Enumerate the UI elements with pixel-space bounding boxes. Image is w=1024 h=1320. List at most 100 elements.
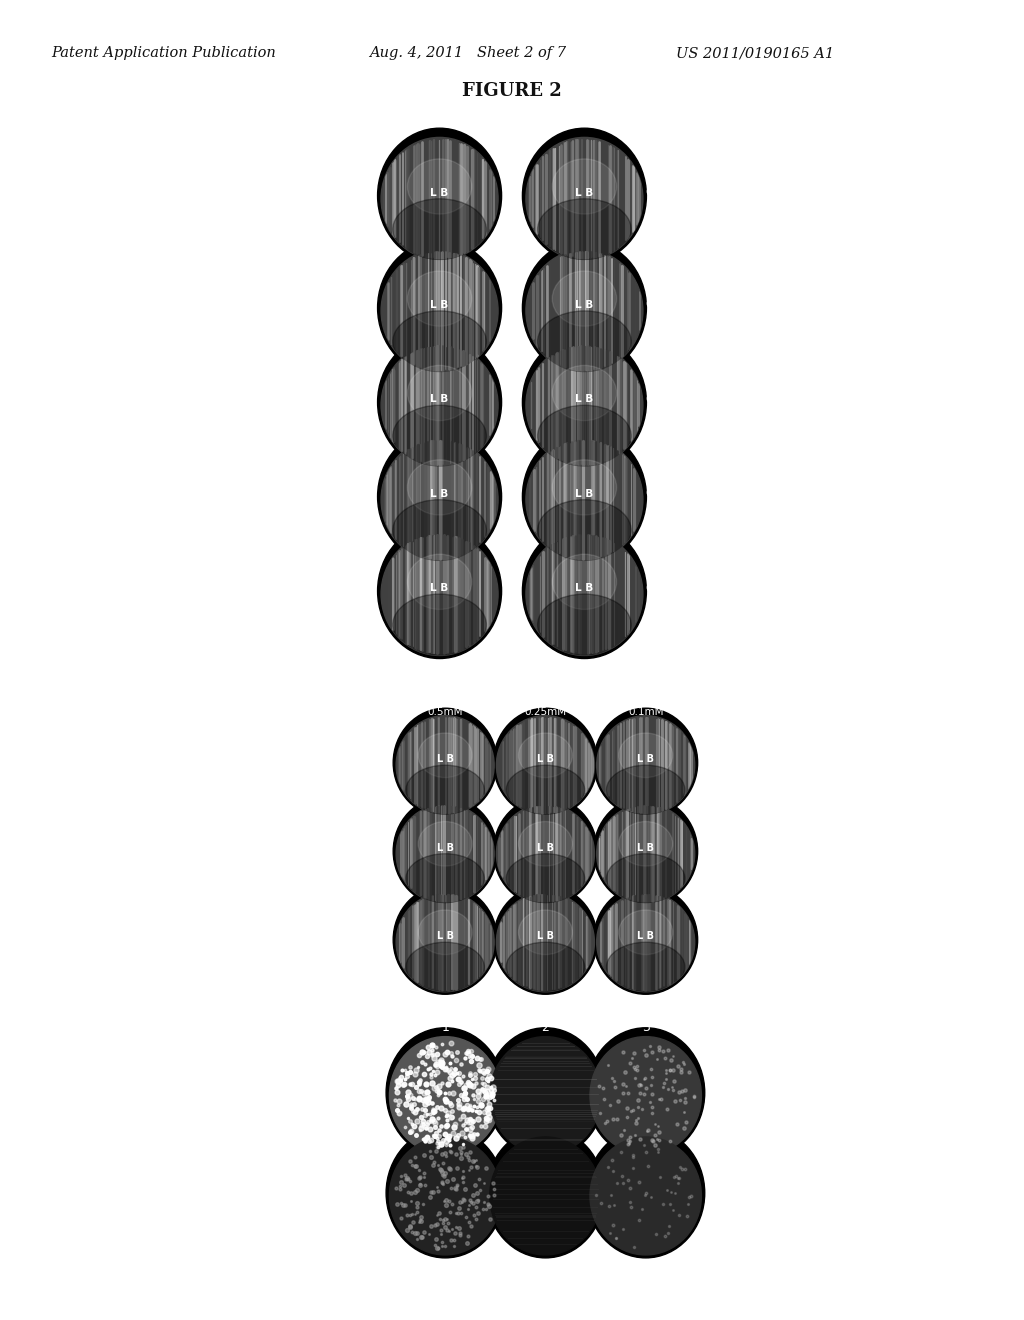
- Point: [434, 1172, 451, 1193]
- Text: L B: L B: [575, 395, 594, 404]
- Point: [458, 1118, 474, 1139]
- Point: [393, 1071, 410, 1092]
- Point: [421, 1224, 437, 1245]
- Point: [465, 1151, 481, 1172]
- Point: [458, 1118, 474, 1139]
- Text: C: C: [359, 841, 368, 854]
- Point: [454, 1122, 470, 1143]
- Ellipse shape: [418, 821, 472, 866]
- Point: [617, 1074, 634, 1096]
- Ellipse shape: [522, 524, 646, 659]
- Point: [642, 1092, 658, 1113]
- Point: [444, 1168, 461, 1189]
- Point: [404, 1212, 421, 1233]
- Ellipse shape: [489, 1036, 601, 1155]
- Point: [606, 1195, 623, 1216]
- Ellipse shape: [393, 594, 486, 656]
- Point: [438, 1127, 455, 1148]
- Point: [442, 1052, 459, 1073]
- Point: [388, 1193, 404, 1214]
- Point: [651, 1122, 668, 1143]
- Point: [398, 1168, 415, 1189]
- Ellipse shape: [597, 892, 694, 991]
- Point: [404, 1073, 421, 1094]
- Point: [409, 1110, 425, 1131]
- Point: [411, 1071, 427, 1092]
- Point: [456, 1097, 472, 1118]
- Point: [453, 1143, 469, 1164]
- Point: [423, 1067, 439, 1088]
- Point: [634, 1199, 650, 1220]
- Point: [438, 1115, 455, 1137]
- Point: [408, 1076, 424, 1097]
- Point: [426, 1110, 442, 1131]
- Point: [461, 1047, 477, 1068]
- Point: [484, 1172, 501, 1193]
- Ellipse shape: [497, 715, 595, 814]
- Point: [632, 1172, 648, 1193]
- Ellipse shape: [506, 766, 585, 814]
- Point: [414, 1041, 430, 1063]
- Point: [479, 1059, 496, 1080]
- Point: [660, 1039, 677, 1060]
- Point: [458, 1043, 474, 1064]
- Point: [479, 1061, 496, 1082]
- Point: [443, 1106, 460, 1127]
- Ellipse shape: [594, 797, 697, 906]
- Point: [428, 1237, 444, 1258]
- Point: [420, 1041, 436, 1063]
- Ellipse shape: [597, 804, 694, 903]
- Point: [457, 1082, 473, 1104]
- Point: [461, 1125, 477, 1146]
- Point: [636, 1040, 652, 1061]
- Point: [401, 1073, 418, 1094]
- Point: [433, 1220, 450, 1241]
- Point: [392, 1179, 409, 1200]
- Ellipse shape: [587, 1028, 705, 1158]
- Point: [481, 1208, 498, 1229]
- Point: [438, 1041, 455, 1063]
- Point: [432, 1055, 449, 1076]
- Point: [443, 1057, 460, 1078]
- Point: [462, 1074, 478, 1096]
- Point: [398, 1218, 415, 1239]
- Ellipse shape: [606, 854, 685, 903]
- Point: [453, 1148, 469, 1170]
- Point: [436, 1236, 453, 1257]
- Point: [429, 1213, 445, 1234]
- Point: [656, 1048, 673, 1069]
- Point: [472, 1060, 488, 1081]
- Point: [388, 1177, 404, 1199]
- Point: [419, 1104, 435, 1125]
- Point: [665, 1060, 681, 1081]
- Ellipse shape: [381, 137, 498, 260]
- Point: [423, 1147, 439, 1168]
- Point: [430, 1119, 446, 1140]
- Point: [420, 1092, 436, 1113]
- Point: [424, 1061, 440, 1082]
- Ellipse shape: [386, 1129, 504, 1258]
- Point: [474, 1068, 490, 1089]
- Ellipse shape: [618, 821, 673, 866]
- Point: [438, 1090, 455, 1111]
- Text: L B: L B: [430, 300, 449, 310]
- Point: [677, 1092, 693, 1113]
- Point: [643, 1067, 659, 1088]
- Point: [475, 1088, 492, 1109]
- Text: L B: L B: [575, 300, 594, 310]
- Point: [461, 1073, 477, 1094]
- Point: [403, 1096, 420, 1117]
- Point: [445, 1063, 462, 1084]
- Point: [439, 1127, 456, 1148]
- Point: [447, 1143, 464, 1164]
- Text: C: C: [646, 582, 654, 595]
- Point: [662, 1131, 678, 1152]
- Point: [455, 1133, 471, 1154]
- Point: [664, 1181, 680, 1203]
- Point: [659, 1222, 676, 1243]
- Point: [676, 1053, 692, 1074]
- Point: [460, 1098, 476, 1119]
- Point: [647, 1135, 664, 1156]
- Point: [471, 1101, 487, 1122]
- Point: [657, 1063, 674, 1084]
